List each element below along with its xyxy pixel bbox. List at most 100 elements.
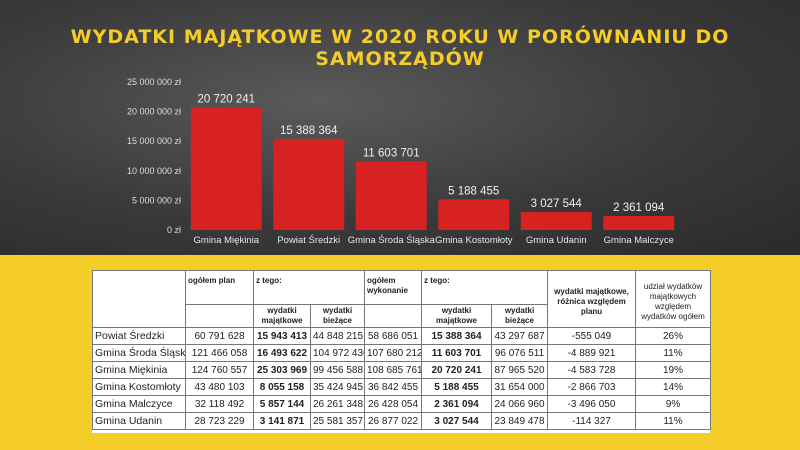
cell-wyk-majatkowe: 3 027 544 bbox=[421, 412, 492, 430]
cell-plan: 124 760 557 bbox=[185, 361, 254, 379]
cell-plan-majatkowe: 15 943 413 bbox=[253, 327, 311, 345]
cell-udzial: 11% bbox=[635, 412, 711, 430]
row-name: Gmina Kostomłoty bbox=[92, 378, 186, 396]
cell-plan: 60 791 628 bbox=[185, 327, 254, 345]
cell-roznica: -3 496 050 bbox=[547, 395, 636, 413]
table-header-row: ogółem plan z tego: ogółem wykonanie z t… bbox=[92, 270, 711, 328]
cell-wykonanie: 58 686 051 bbox=[364, 327, 422, 345]
cell-wyk-majatkowe: 2 361 094 bbox=[421, 395, 492, 413]
table-row: Gmina Malczyce 32 118 492 5 857 144 26 261 … bbox=[92, 395, 711, 413]
cell-plan: 28 723 229 bbox=[185, 412, 254, 430]
cell-plan-majatkowe: 25 303 969 bbox=[253, 361, 311, 379]
x-tick-label: Gmina Środa Śląska bbox=[348, 234, 436, 246]
cell-wyk-biezace: 43 297 687 bbox=[491, 327, 548, 345]
cell-roznica: -114 327 bbox=[547, 412, 636, 430]
row-name: Gmina Środa Śląska bbox=[92, 344, 186, 362]
data-table: ogółem plan z tego: ogółem wykonanie z t… bbox=[92, 270, 711, 430]
cell-wyk-majatkowe: 15 388 364 bbox=[421, 327, 492, 345]
cell-udzial: 11% bbox=[635, 344, 711, 362]
data-label: 20 720 241 bbox=[197, 93, 255, 105]
header-z-tego-wykonanie: z tego: bbox=[421, 270, 548, 305]
table-row: Powiat Średzki 60 791 628 15 943 413 44 848… bbox=[92, 327, 711, 345]
cell-plan: 32 118 492 bbox=[185, 395, 254, 413]
cell-wykonanie: 108 685 761 bbox=[364, 361, 422, 379]
header-roznica: wydatki majątkowe, różnica względem plan… bbox=[547, 270, 636, 328]
cell-wyk-majatkowe: 11 603 701 bbox=[421, 344, 492, 362]
cell-wykonanie: 26 877 022 bbox=[364, 412, 422, 430]
cell-wyk-biezace: 23 849 478 bbox=[491, 412, 548, 430]
bar bbox=[190, 107, 262, 230]
bar bbox=[603, 216, 675, 230]
data-label: 15 388 364 bbox=[280, 125, 338, 137]
x-tick-label: Gmina Malczyce bbox=[604, 235, 674, 246]
x-tick-label: Powiat Średzki bbox=[277, 234, 340, 246]
cell-plan: 43 480 103 bbox=[185, 378, 254, 396]
bar bbox=[355, 161, 427, 230]
data-table-container: ogółem plan z tego: ogółem wykonanie z t… bbox=[92, 270, 711, 433]
cell-plan-majatkowe: 5 857 144 bbox=[253, 395, 311, 413]
header-wyk-empty bbox=[364, 304, 422, 328]
cell-wyk-biezace: 96 076 511 bbox=[491, 344, 548, 362]
y-tick-label: 20 000 000 zł bbox=[127, 107, 181, 117]
header-name bbox=[92, 270, 186, 328]
cell-plan-biezace: 26 261 348 bbox=[310, 395, 365, 413]
cell-wyk-majatkowe: 5 188 455 bbox=[421, 378, 492, 396]
row-name: Powiat Średzki bbox=[92, 327, 186, 345]
cell-plan-majatkowe: 8 055 158 bbox=[253, 378, 311, 396]
y-tick-label: 0 zł bbox=[167, 225, 181, 235]
cell-udzial: 26% bbox=[635, 327, 711, 345]
cell-plan-biezace: 35 424 945 bbox=[310, 378, 365, 396]
cell-plan-majatkowe: 3 141 871 bbox=[253, 412, 311, 430]
bar bbox=[273, 138, 345, 230]
header-plan-majatkowe: wydatki majątkowe bbox=[253, 304, 311, 328]
chart-title: WYDATKI MAJĄTKOWE W 2020 ROKU W PORÓWNAN… bbox=[70, 26, 730, 70]
header-plan-empty bbox=[185, 304, 254, 328]
data-label: 11 603 701 bbox=[363, 147, 420, 159]
data-label: 5 188 455 bbox=[448, 185, 499, 197]
cell-plan-majatkowe: 16 493 622 bbox=[253, 344, 311, 362]
data-label: 3 027 544 bbox=[531, 198, 583, 210]
row-name: Gmina Miękinia bbox=[92, 361, 186, 379]
cell-udzial: 9% bbox=[635, 395, 711, 413]
table-row: Gmina Miękinia 124 760 557 25 303 969 99 45… bbox=[92, 361, 711, 379]
cell-plan-biezace: 104 972 436 bbox=[310, 344, 365, 362]
cell-wykonanie: 26 428 054 bbox=[364, 395, 422, 413]
cell-plan-biezace: 44 848 215 bbox=[310, 327, 365, 345]
y-tick-label: 5 000 000 zł bbox=[132, 195, 181, 205]
cell-wykonanie: 36 842 455 bbox=[364, 378, 422, 396]
bar bbox=[438, 199, 510, 230]
header-plan: ogółem plan bbox=[185, 270, 254, 305]
cell-roznica: -4 583 728 bbox=[547, 361, 636, 379]
data-label: 2 361 094 bbox=[613, 202, 665, 214]
x-tick-label: Gmina Udanin bbox=[526, 235, 587, 246]
cell-wyk-majatkowe: 20 720 241 bbox=[421, 361, 492, 379]
header-z-tego-plan: z tego: bbox=[253, 270, 365, 305]
table-row: Gmina Środa Śląska 121 466 058 16 493 622 1… bbox=[92, 344, 711, 362]
bar-chart: 0 zł 5 000 000 zł 10 000 000 zł 15 000 000 … bbox=[127, 77, 675, 246]
header-wyk-biezace: wydatki bieżące bbox=[491, 304, 548, 328]
header-wykonanie: ogółem wykonanie bbox=[364, 270, 422, 305]
cell-roznica: -555 049 bbox=[547, 327, 636, 345]
header-udzial: udział wydatków majątkowych względem wyd… bbox=[635, 270, 711, 328]
cell-plan-biezace: 25 581 357 bbox=[310, 412, 365, 430]
chart-background: WYDATKI MAJĄTKOWE W 2020 ROKU W PORÓWNAN… bbox=[0, 0, 800, 255]
y-tick-label: 10 000 000 zł bbox=[127, 166, 181, 176]
cell-plan-biezace: 99 456 588 bbox=[310, 361, 365, 379]
cell-wykonanie: 107 680 212 bbox=[364, 344, 422, 362]
cell-roznica: -2 866 703 bbox=[547, 378, 636, 396]
row-name: Gmina Malczyce bbox=[92, 395, 186, 413]
cell-wyk-biezace: 87 965 520 bbox=[491, 361, 548, 379]
header-plan-biezace: wydatki bieżące bbox=[310, 304, 365, 328]
x-tick-label: Gmina Kostomłoty bbox=[435, 235, 513, 246]
cell-udzial: 19% bbox=[635, 361, 711, 379]
y-tick-label: 15 000 000 zł bbox=[127, 136, 181, 146]
y-tick-label: 25 000 000 zł bbox=[127, 77, 181, 87]
x-tick-label: Gmina Miękinia bbox=[194, 235, 260, 246]
cell-roznica: -4 889 921 bbox=[547, 344, 636, 362]
cell-plan: 121 466 058 bbox=[185, 344, 254, 362]
header-wyk-majatkowe: wydatki majątkowe bbox=[421, 304, 492, 328]
table-row: Gmina Kostomłoty 43 480 103 8 055 158 35 42… bbox=[92, 378, 711, 396]
cell-udzial: 14% bbox=[635, 378, 711, 396]
bar bbox=[520, 212, 592, 230]
row-name: Gmina Udanin bbox=[92, 412, 186, 430]
